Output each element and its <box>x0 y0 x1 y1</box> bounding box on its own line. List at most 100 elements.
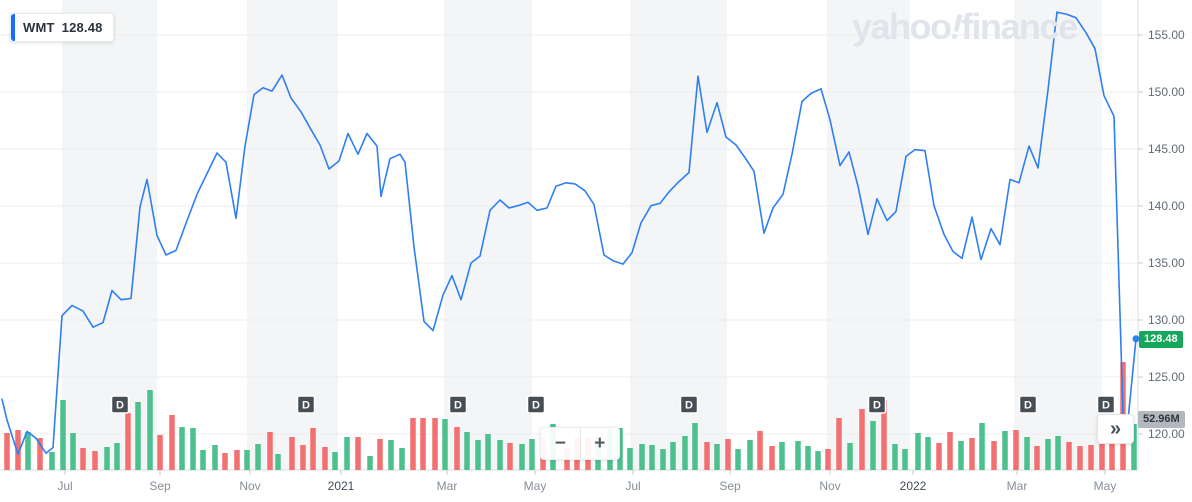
volume-bar-up <box>779 442 785 470</box>
volume-bar-up <box>275 454 281 470</box>
zoom-control: − + <box>540 427 620 460</box>
volume-bar-down <box>1013 430 1019 470</box>
x-axis-label: May <box>524 479 547 493</box>
volume-bar-down <box>507 443 513 470</box>
dividend-marker[interactable] <box>448 395 468 414</box>
y-axis-label: 130.00 <box>1148 313 1185 327</box>
volume-bar-up <box>915 433 921 470</box>
volume-bar-up <box>735 449 741 470</box>
volume-bar-up <box>682 436 688 470</box>
x-axis-label: 2021 <box>328 479 355 493</box>
volume-bar-up <box>805 446 811 470</box>
volume-bar-up <box>870 421 876 470</box>
volume-bar-down <box>1109 444 1115 470</box>
volume-bar-down <box>222 453 228 470</box>
dividend-marker[interactable] <box>110 395 130 414</box>
dividend-marker[interactable] <box>867 395 887 414</box>
y-axis-label: 140.00 <box>1148 199 1185 213</box>
price-line <box>1 11 1137 456</box>
volume-bar-up <box>344 437 350 470</box>
dividend-marker[interactable] <box>296 395 316 414</box>
volume-bar-down <box>420 418 426 470</box>
volume-bar-down <box>234 450 240 470</box>
y-axis-label: 125.00 <box>1148 370 1185 384</box>
volume-bar-down <box>125 413 131 470</box>
volume-bar-up <box>464 432 470 470</box>
volume-bar-up <box>60 400 66 470</box>
volume-bar-down <box>4 433 10 470</box>
volume-bar-down <box>15 430 21 470</box>
ticker-legend-badge: WMT 128.48 <box>10 13 114 42</box>
volume-bar-down <box>947 432 953 470</box>
dividend-marker-label: D <box>873 400 881 412</box>
volume-bar-up <box>497 440 503 470</box>
volume-bar-down <box>432 418 438 470</box>
x-axis-label: 2022 <box>900 479 927 493</box>
volume-bar-up <box>649 445 655 470</box>
dividend-marker[interactable] <box>679 395 699 414</box>
volume-bar-down <box>157 435 163 470</box>
volume-bar-down <box>969 438 975 470</box>
volume-bar-down <box>1077 446 1083 470</box>
volume-bar-up <box>367 456 373 470</box>
y-axis-label: 155.00 <box>1148 28 1185 42</box>
background-stripe <box>630 0 727 470</box>
volume-bar-up <box>617 428 623 470</box>
volume-bar-up <box>1002 431 1008 470</box>
volume-bar-down <box>300 445 306 470</box>
volume-bar-down <box>704 442 710 470</box>
volume-bar-down <box>37 438 43 470</box>
volume-bar-up <box>1024 437 1030 470</box>
y-axis-label: 145.00 <box>1148 142 1185 156</box>
volume-bar-up <box>332 452 338 470</box>
volume-bar-down <box>377 439 383 470</box>
ticker-symbol: WMT <box>23 20 55 35</box>
y-axis-label: 120.00 <box>1148 427 1185 441</box>
volume-bar-up <box>200 450 206 470</box>
volume-bar-down <box>725 439 731 470</box>
volume-bar-up <box>442 419 448 470</box>
volume-bar-up <box>1055 436 1061 470</box>
volume-bar-up <box>25 432 31 470</box>
volume-bar-down <box>80 448 86 470</box>
volume-bar-up <box>847 443 853 470</box>
dividend-marker-label: D <box>1024 400 1032 412</box>
volume-bar-up <box>399 448 405 470</box>
volume-bar-down <box>267 432 273 470</box>
background-stripe <box>1014 0 1102 470</box>
y-axis-label: 135.00 <box>1148 256 1185 270</box>
dividend-marker-label: D <box>454 400 462 412</box>
dividend-marker[interactable] <box>1018 395 1038 414</box>
zoom-in-button[interactable]: + <box>581 428 620 459</box>
dividend-marker[interactable] <box>1096 395 1116 414</box>
volume-bar-up <box>255 444 261 470</box>
volume-bar-up <box>979 423 985 470</box>
volume-bar-up <box>660 449 666 470</box>
last-price-tag: 128.48 <box>1139 331 1183 348</box>
volume-bar-up <box>639 444 645 470</box>
volume-bar-up <box>1131 424 1137 470</box>
volume-bar-down <box>757 431 763 470</box>
dividend-marker-label: D <box>302 400 310 412</box>
expand-chevrons-button[interactable]: » <box>1097 414 1134 444</box>
volume-bar-down <box>1066 442 1072 470</box>
background-stripe <box>444 0 532 470</box>
volume-bar-down <box>289 437 295 470</box>
volume-bar-up <box>692 423 698 470</box>
volume-bar-up <box>244 450 250 470</box>
x-axis-label: May <box>1094 479 1117 493</box>
volume-bar-up <box>714 444 720 470</box>
ticker-price: 128.48 <box>61 20 103 35</box>
last-volume-tag: 52.96M <box>1138 411 1185 428</box>
dividend-marker[interactable] <box>526 395 546 414</box>
x-axis-label: Mar <box>437 479 458 493</box>
volume-bar-up <box>925 437 931 470</box>
volume-bar-up <box>892 444 898 470</box>
dividend-marker-label: D <box>1102 400 1110 412</box>
volume-bar-up <box>529 439 535 470</box>
volume-bar-up <box>135 402 141 470</box>
volume-bar-up <box>1045 439 1051 470</box>
zoom-out-button[interactable]: − <box>541 428 581 459</box>
